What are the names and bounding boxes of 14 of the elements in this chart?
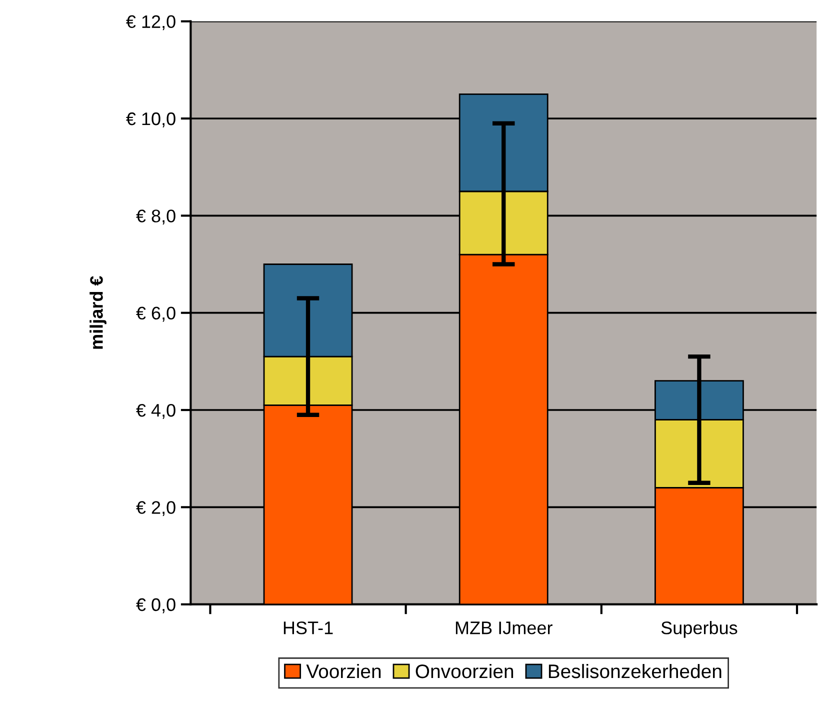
y-tick-label: € 10,0 [126,112,176,128]
legend-label: Voorzien [306,664,381,678]
x-tick-label: Superbus [661,621,738,638]
y-tick-label: € 12,0 [126,15,176,30]
y-tick-label: € 8,0 [136,210,176,225]
x-tick-label: HST-1 [284,621,333,634]
y-tick-label: € 0,0 [136,598,176,614]
legend-label: Onvoorzien [416,664,514,678]
y-tick-label: € 4,0 [136,404,176,419]
y-axis-title: miljard € [90,276,106,349]
y-tick-label: € 6,0 [136,306,176,322]
y-tick-label: € 2,0 [136,501,176,516]
legend-label: Beslisonzekerheden [548,664,722,678]
x-tick-label: MZB IJmeer [456,622,552,634]
